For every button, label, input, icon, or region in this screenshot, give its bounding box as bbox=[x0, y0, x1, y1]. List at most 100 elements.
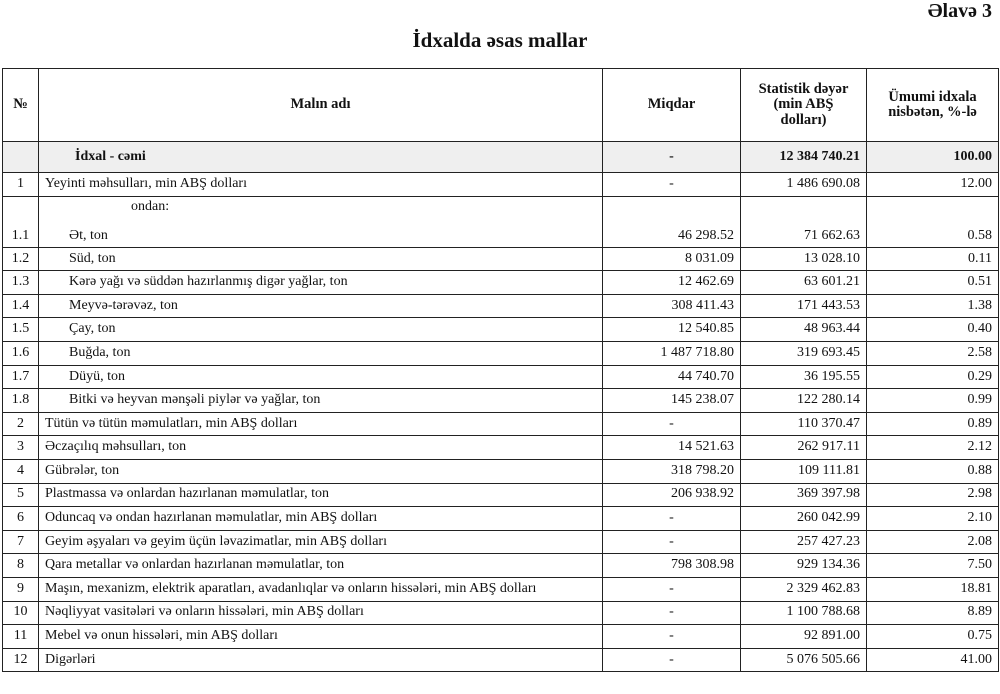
item-no: 1.6 bbox=[2, 340, 39, 366]
item-name: Meyvə-tərəvəz, ton bbox=[38, 293, 603, 319]
item-quantity: - bbox=[602, 172, 741, 197]
item-percent: 0.75 bbox=[866, 624, 999, 649]
item-quantity: 1 487 718.80 bbox=[602, 340, 741, 366]
item-name: Tütün və tütün məmulatları, min ABŞ doll… bbox=[38, 411, 603, 437]
table-row: 2 Tütün və tütün məmulatları, min ABŞ dol… bbox=[2, 411, 999, 437]
item-quantity: 318 798.20 bbox=[602, 458, 741, 484]
total-row: İdxal - cəmi - 12 384 740.21 100.00 bbox=[2, 141, 999, 173]
item-no: 8 bbox=[2, 553, 39, 578]
item-value: 260 042.99 bbox=[740, 506, 867, 531]
item-no: 11 bbox=[2, 624, 39, 649]
item-quantity: 798 308.98 bbox=[602, 553, 741, 578]
imports-table: № Malın adı Miqdar Statistik dəyər (min … bbox=[2, 68, 999, 673]
header-quantity: Miqdar bbox=[602, 68, 741, 142]
item-no: 1.1 bbox=[2, 195, 39, 248]
item-quantity: - bbox=[602, 647, 741, 673]
item-no: 3 bbox=[2, 435, 39, 460]
item-value: 1 100 788.68 bbox=[740, 600, 867, 626]
table-row: 1.3 Kərə yağı və süddən hazırlanmış digər… bbox=[2, 270, 999, 295]
item-percent: 7.50 bbox=[866, 553, 999, 578]
table-row: 7 Geyim əşyaları və geyim üçün ləvazimatl… bbox=[2, 529, 999, 555]
item-name: Maşın, mexanizm, elektrik aparatları, av… bbox=[38, 576, 603, 602]
item-value: 13 028.10 bbox=[740, 246, 867, 272]
item-name: ondan: Ət, ton bbox=[38, 195, 603, 248]
item-percent: 0.51 bbox=[866, 270, 999, 295]
item-quantity: 308 411.43 bbox=[602, 293, 741, 319]
item-name: Qara metallar və onlardan hazırlanan məm… bbox=[38, 553, 603, 578]
subheading: ondan: bbox=[131, 199, 170, 215]
item-percent: 0.29 bbox=[866, 364, 999, 390]
item-value: 71 662.63 bbox=[740, 195, 867, 248]
item-quantity: 46 298.52 bbox=[602, 195, 741, 248]
header-no: № bbox=[2, 68, 39, 142]
item-no: 7 bbox=[2, 529, 39, 555]
item-name-text: Ət, ton bbox=[69, 227, 108, 243]
item-percent: 2.08 bbox=[866, 529, 999, 555]
item-no: 1.3 bbox=[2, 270, 39, 295]
item-quantity: 44 740.70 bbox=[602, 364, 741, 390]
table-row: 11 Mebel və onun hissələri, min ABŞ dolla… bbox=[2, 624, 999, 649]
item-value: 257 427.23 bbox=[740, 529, 867, 555]
item-value: 171 443.53 bbox=[740, 293, 867, 319]
item-value: 262 917.11 bbox=[740, 435, 867, 460]
item-percent: 0.88 bbox=[866, 458, 999, 484]
item-percent: 41.00 bbox=[866, 647, 999, 673]
item-name: Süd, ton bbox=[38, 246, 603, 272]
item-percent: 0.99 bbox=[866, 388, 999, 413]
item-no: 2 bbox=[2, 411, 39, 437]
item-value: 110 370.47 bbox=[740, 411, 867, 437]
item-value: 36 195.55 bbox=[740, 364, 867, 390]
total-no bbox=[2, 141, 39, 173]
item-quantity: - bbox=[602, 506, 741, 531]
item-value: 92 891.00 bbox=[740, 624, 867, 649]
item-quantity: 12 540.85 bbox=[602, 317, 741, 342]
table-row: 1.6 Buğda, ton 1 487 718.80 319 693.45 2.58 bbox=[2, 340, 999, 366]
item-no: 1.7 bbox=[2, 364, 39, 390]
item-value: 5 076 505.66 bbox=[740, 647, 867, 673]
page-title: İdxalda əsas mallar bbox=[412, 28, 588, 52]
item-name: Geyim əşyaları və geyim üçün ləvazimatla… bbox=[38, 529, 603, 555]
item-quantity: - bbox=[602, 576, 741, 602]
item-name: Plastmassa və onlardan hazırlanan məmula… bbox=[38, 482, 603, 508]
table-row: 10 Nəqliyyat vasitələri və onların hissəl… bbox=[2, 600, 999, 626]
item-name: Nəqliyyat vasitələri və onların hissələr… bbox=[38, 600, 603, 626]
item-name: Buğda, ton bbox=[38, 340, 603, 366]
table-row: 1.8 Bitki və heyvan mənşəli piylər və yağ… bbox=[2, 388, 999, 413]
table-row: 1.1 ondan: Ət, ton 46 298.52 71 662.63 0.58 bbox=[2, 195, 999, 248]
item-no: 1.8 bbox=[2, 388, 39, 413]
item-no: 1 bbox=[2, 172, 39, 197]
item-no: 1.4 bbox=[2, 293, 39, 319]
item-percent: 2.10 bbox=[866, 506, 999, 531]
item-percent: 0.40 bbox=[866, 317, 999, 342]
item-percent: 0.11 bbox=[866, 246, 999, 272]
item-no: 1.5 bbox=[2, 317, 39, 342]
item-no: 6 bbox=[2, 506, 39, 531]
item-no: 1.2 bbox=[2, 246, 39, 272]
item-value: 122 280.14 bbox=[740, 388, 867, 413]
item-value: 63 601.21 bbox=[740, 270, 867, 295]
item-value: 369 397.98 bbox=[740, 482, 867, 508]
item-name: Mebel və onun hissələri, min ABŞ dolları bbox=[38, 624, 603, 649]
item-name: Kərə yağı və süddən hazırlanmış digər ya… bbox=[38, 270, 603, 295]
item-percent: 8.89 bbox=[866, 600, 999, 626]
item-no: 4 bbox=[2, 458, 39, 484]
table-row: 12 Digərləri -5 076 505.66 41.00 bbox=[2, 647, 999, 673]
table-row: 4 Gübrələr, ton 318 798.20 109 111.81 0.88 bbox=[2, 458, 999, 484]
item-name: Düyü, ton bbox=[38, 364, 603, 390]
item-percent: 2.58 bbox=[866, 340, 999, 366]
item-value: 1 486 690.08 bbox=[740, 172, 867, 197]
item-quantity: 14 521.63 bbox=[602, 435, 741, 460]
item-percent: 2.12 bbox=[866, 435, 999, 460]
item-no: 10 bbox=[2, 600, 39, 626]
header-row: № Malın adı Miqdar Statistik dəyər (min … bbox=[2, 68, 999, 142]
total-quantity: - bbox=[602, 141, 741, 173]
table-row: 6 Oduncaq və ondan hazırlanan məmulatlar,… bbox=[2, 506, 999, 531]
item-value: 2 329 462.83 bbox=[740, 576, 867, 602]
header-value: Statistik dəyər (min ABŞ dolları) bbox=[740, 68, 867, 142]
item-quantity: 206 938.92 bbox=[602, 482, 741, 508]
item-value: 319 693.45 bbox=[740, 340, 867, 366]
table-row: 1.7 Düyü, ton 44 740.70 36 195.55 0.29 bbox=[2, 364, 999, 390]
item-quantity: 8 031.09 bbox=[602, 246, 741, 272]
item-no: 5 bbox=[2, 482, 39, 508]
item-quantity: - bbox=[602, 624, 741, 649]
